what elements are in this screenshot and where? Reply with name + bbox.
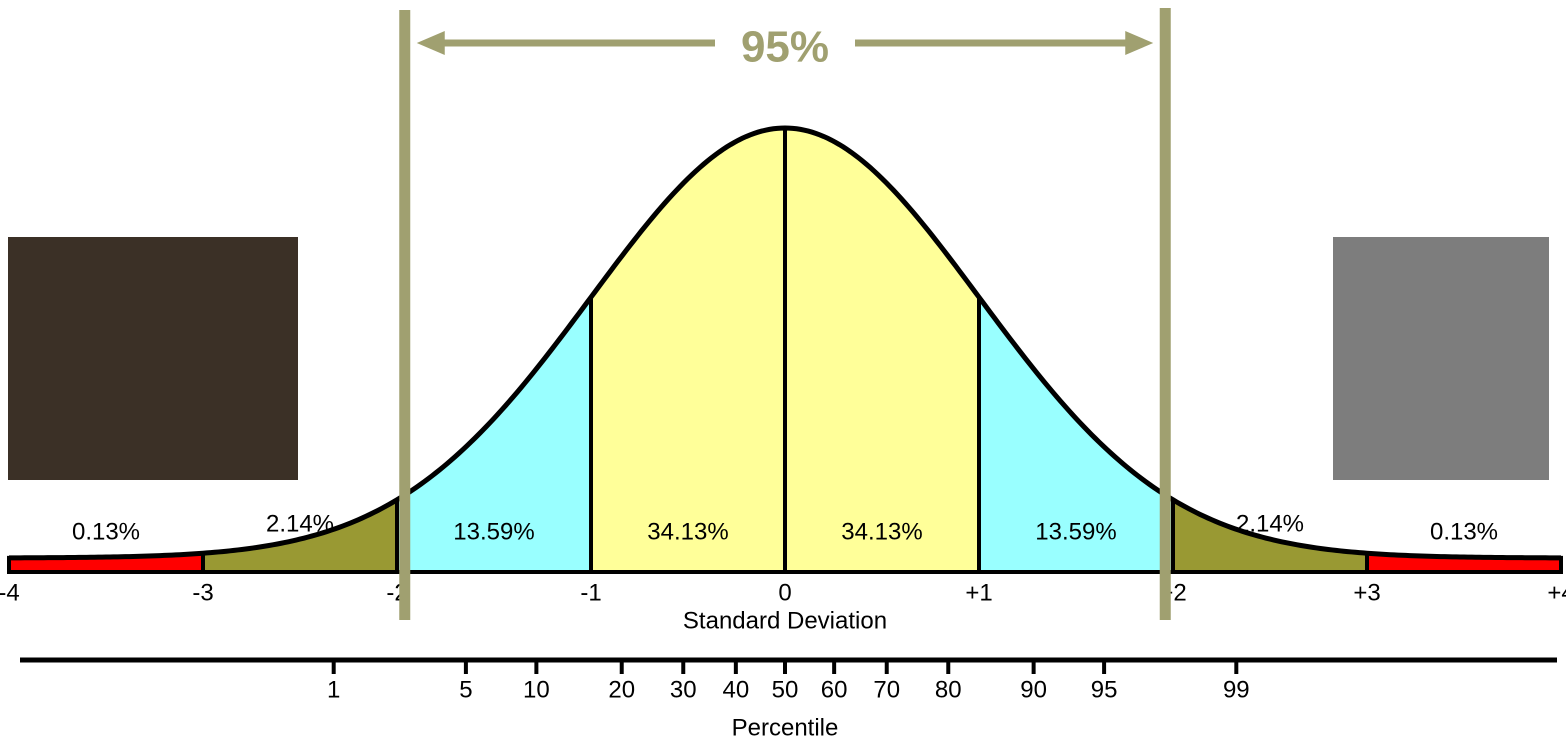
arrowhead <box>1125 31 1153 55</box>
x-tick-label: -3 <box>192 579 213 606</box>
arrowhead <box>417 31 445 55</box>
percentile-tick-label: 90 <box>1020 676 1047 703</box>
value-label: 13.59% <box>1035 518 1116 545</box>
photo <box>1333 237 1549 480</box>
percentile-tick-label: 10 <box>523 676 550 703</box>
percentile-tick-label: 40 <box>722 676 749 703</box>
region <box>785 128 979 572</box>
value-label: 0.13% <box>72 518 140 545</box>
percentile-tick-label: 99 <box>1223 676 1250 703</box>
value-label: 34.13% <box>841 518 922 545</box>
chart-title: 95% <box>741 23 829 72</box>
percentile-tick-label: 30 <box>670 676 697 703</box>
percentile-axis-label: Percentile <box>732 714 839 740</box>
x-tick-label: +1 <box>965 579 992 606</box>
region <box>591 128 785 572</box>
x-tick-label: +4 <box>1547 579 1566 606</box>
x-tick-label: 0 <box>778 579 791 606</box>
x-tick-label: -1 <box>580 579 601 606</box>
percentile-tick-label: 5 <box>459 676 472 703</box>
x-axis-label: Standard Deviation <box>683 607 887 634</box>
chart: 0.13% 2.14% 13.59% 34.13% 34.13% 13.59% 2.14% 0… <box>0 0 1566 740</box>
photo <box>8 237 298 480</box>
percentile-tick-label: 20 <box>608 676 635 703</box>
percentile-tick-label: 80 <box>935 676 962 703</box>
x-tick-label: -4 <box>0 579 20 606</box>
percentile-tick-label: 70 <box>873 676 900 703</box>
value-label: 2.14% <box>1236 510 1304 537</box>
percentile-tick-label: 50 <box>772 676 799 703</box>
value-label: 0.13% <box>1430 518 1498 545</box>
percentile-tick-label: 1 <box>327 676 340 703</box>
percentile-tick-label: 60 <box>821 676 848 703</box>
value-label: 34.13% <box>647 518 728 545</box>
value-label: 2.14% <box>266 510 334 537</box>
value-label: 13.59% <box>453 518 534 545</box>
percentile-tick-label: 95 <box>1091 676 1118 703</box>
x-tick-label: +3 <box>1353 579 1380 606</box>
